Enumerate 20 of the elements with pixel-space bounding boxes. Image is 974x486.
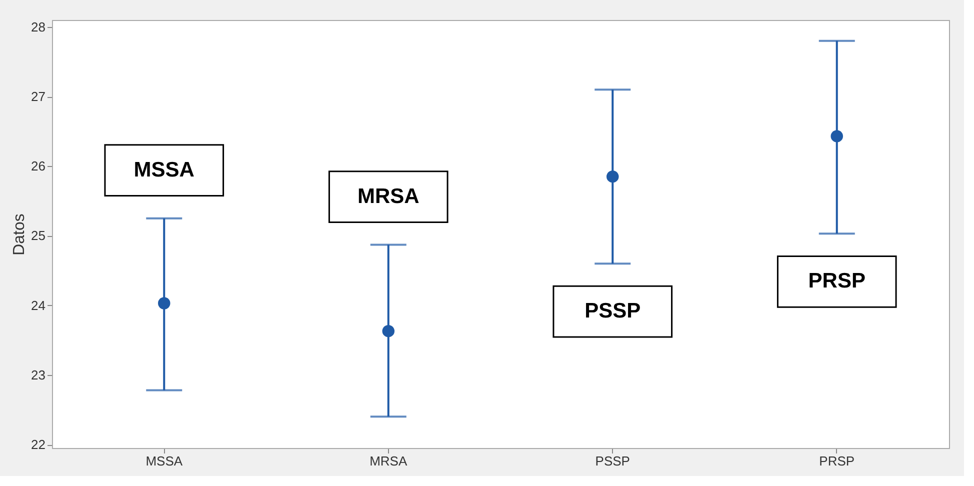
y-tick-label: 27 (31, 89, 46, 104)
y-tick-label: 23 (31, 367, 46, 382)
y-axis-title: Datos (11, 214, 28, 256)
y-tick-label: 25 (31, 228, 46, 244)
annotation: MRSA (357, 184, 420, 208)
x-tick-label: PRSP (819, 454, 855, 468)
annotation: PSSP (584, 300, 641, 323)
point (606, 170, 619, 183)
x-tick-label: PSSP (595, 454, 630, 468)
y-tick-label: 22 (31, 437, 46, 452)
point (830, 130, 843, 142)
point (382, 324, 394, 338)
x-tick-label: MRSA (370, 454, 408, 468)
y-tick-label: 24 (31, 298, 46, 313)
y-tick-label: 28 (31, 19, 46, 34)
annotation: PRSP (808, 270, 866, 293)
x-tick-label: MSSA (146, 454, 183, 468)
point (158, 297, 170, 310)
annotation: MSSA (134, 158, 194, 182)
y-tick-label: 26 (31, 158, 46, 174)
